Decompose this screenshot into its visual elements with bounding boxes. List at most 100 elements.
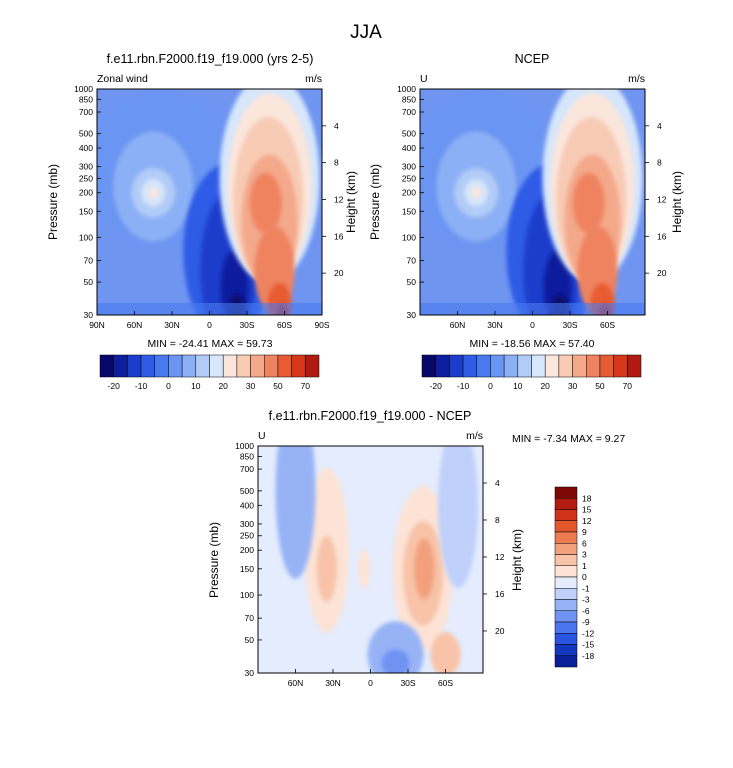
y-tick-label: 200 — [79, 188, 93, 198]
right-axis-label: Height (km) — [670, 171, 684, 233]
colorbar-label: -20 — [108, 381, 121, 391]
x-tick-label: 90N — [89, 320, 105, 330]
contour-band — [275, 446, 316, 579]
y-axis-label: Pressure (mb) — [207, 522, 221, 598]
colorbar-label: 50 — [595, 381, 605, 391]
contour-band — [381, 649, 410, 673]
y-tick-label: 50 — [84, 277, 94, 287]
y-tick-label: 1000 — [235, 441, 254, 451]
y-tick-label: 30 — [84, 310, 94, 320]
colorbar-swatch — [554, 509, 578, 521]
contour-field — [97, 89, 322, 315]
colorbar-swatch — [181, 354, 197, 378]
colorbar-swatch — [554, 610, 578, 623]
y-tick-label: 850 — [79, 94, 93, 104]
colorbar-swatch — [554, 554, 578, 566]
y-tick-label: 700 — [402, 107, 416, 117]
colorbar-label: 12 — [582, 516, 592, 526]
x-tick-label: 30N — [325, 678, 341, 688]
colorbar-label: 0 — [582, 572, 587, 582]
colorbar-swatch — [490, 354, 505, 378]
y-tick-label: 300 — [402, 162, 416, 172]
colorbar-swatch — [517, 354, 532, 378]
colorbar-label: 10 — [513, 381, 523, 391]
panel-title: f.e11.rbn.F2000.f19_f19.000 - NCEP — [269, 409, 472, 423]
colorbar-label: 1 — [582, 561, 587, 571]
y-tick-label: 150 — [240, 564, 254, 574]
colorbar-swatch — [554, 498, 578, 510]
colorbar-swatch — [449, 354, 464, 378]
height-tick-label: 16 — [495, 589, 505, 599]
units-label: m/s — [305, 73, 322, 85]
colorbar-swatch — [554, 599, 578, 611]
colorbar-label: 6 — [582, 538, 587, 548]
colorbar-label: -3 — [582, 595, 590, 605]
colorbar-label: 20 — [218, 381, 228, 391]
y-tick-label: 200 — [402, 188, 416, 198]
colorbar-swatch — [476, 354, 491, 378]
contour-band — [367, 621, 424, 673]
contour-band — [358, 549, 371, 589]
x-tick-label: 60N — [127, 320, 143, 330]
y-tick-label: 400 — [79, 143, 93, 153]
colorbar-swatch — [195, 354, 210, 378]
panel-title: f.e11.rbn.F2000.f19_f19.000 (yrs 2-5) — [107, 52, 314, 66]
min-max-stats: MIN = -24.41 MAX = 59.73 — [148, 338, 273, 350]
colorbar-swatch — [572, 354, 587, 378]
contour-band — [97, 303, 322, 315]
colorbar-swatch — [554, 588, 578, 600]
y-tick-label: 150 — [402, 206, 416, 216]
units-label: m/s — [628, 73, 645, 85]
height-tick-label: 4 — [495, 478, 500, 488]
contour-field — [420, 89, 645, 315]
contour-band — [316, 535, 337, 602]
colorbar-label: -9 — [582, 617, 590, 627]
y-tick-label: 700 — [79, 107, 93, 117]
x-tick-label: 30S — [400, 678, 415, 688]
colorbar-swatch — [554, 655, 578, 668]
y-tick-label: 500 — [79, 129, 93, 139]
x-tick-label: 60S — [438, 678, 453, 688]
colorbar-swatch — [99, 354, 114, 378]
colorbar-swatch — [291, 354, 306, 378]
colorbar-label: 20 — [540, 381, 550, 391]
contour-band — [430, 632, 461, 673]
latitude-axis: 60N 30N 0 30S 60S — [450, 311, 615, 330]
x-tick-label: 30N — [487, 320, 503, 330]
right-axis-label: Height (km) — [344, 171, 358, 233]
y-tick-label: 850 — [240, 452, 254, 462]
figure-title: JJA — [350, 22, 382, 43]
y-tick-label: 50 — [407, 277, 417, 287]
units-label: m/s — [466, 430, 483, 442]
height-tick-label: 8 — [495, 515, 500, 525]
colorbar-swatch — [586, 354, 601, 378]
colorbar-label: -10 — [457, 381, 470, 391]
colorbar-swatch — [236, 354, 251, 378]
colorbar-swatch — [554, 520, 578, 533]
y-tick-label: 100 — [402, 232, 416, 242]
colorbar-swatch — [462, 354, 477, 378]
y-axis-label: Pressure (mb) — [368, 164, 382, 240]
colorbar-swatch — [613, 354, 628, 378]
contour-band — [148, 187, 159, 199]
colorbar: -20 -10 0 10 20 30 50 70 — [421, 354, 642, 391]
height-axis: 20 16 12 8 4 — [483, 478, 505, 636]
colorbar-swatch — [627, 354, 642, 378]
contour-band — [249, 172, 282, 234]
colorbar-swatch — [264, 354, 279, 378]
y-tick-label: 400 — [240, 500, 254, 510]
x-tick-label: 30N — [164, 320, 180, 330]
colorbar-label: -20 — [430, 381, 443, 391]
y-tick-label: 300 — [240, 519, 254, 529]
x-tick-label: 0 — [207, 320, 212, 330]
y-tick-label: 70 — [407, 255, 417, 265]
contour-band — [471, 187, 482, 199]
height-axis: 20 16 12 8 4 — [322, 121, 344, 278]
colorbar-swatch — [421, 354, 436, 378]
y-tick-label: 100 — [240, 590, 254, 600]
latitude-axis: 60N 30N 0 30S 60S — [288, 669, 453, 688]
colorbar-swatch — [113, 354, 128, 378]
colorbar-label: -12 — [582, 628, 595, 638]
y-tick-label: 300 — [79, 162, 93, 172]
y-tick-label: 850 — [402, 94, 416, 104]
